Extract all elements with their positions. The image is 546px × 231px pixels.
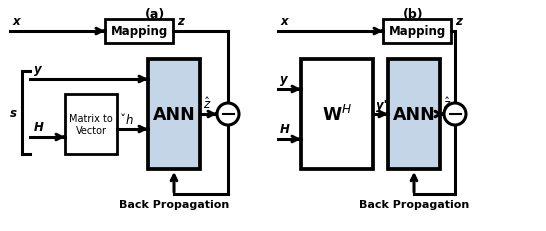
Text: $\check{h}$: $\check{h}$ (121, 112, 134, 126)
Text: Mapping: Mapping (388, 25, 446, 38)
Text: x: x (12, 15, 20, 28)
Text: $\hat{z}$: $\hat{z}$ (203, 96, 211, 112)
Text: $\hat{z}$: $\hat{z}$ (443, 96, 452, 112)
Text: ANN: ANN (153, 106, 195, 123)
Text: Back Propagation: Back Propagation (119, 199, 229, 209)
Text: y: y (280, 73, 288, 86)
Text: y: y (34, 63, 41, 76)
Bar (148, 60, 200, 169)
Text: H: H (280, 122, 290, 135)
Bar (383, 20, 451, 44)
Text: H: H (34, 121, 44, 134)
Text: y': y' (376, 99, 387, 112)
Text: Matrix to
Vector: Matrix to Vector (69, 114, 113, 135)
Text: z: z (455, 15, 462, 28)
Text: Back Propagation: Back Propagation (359, 199, 469, 209)
Bar (105, 20, 173, 44)
Text: Mapping: Mapping (110, 25, 168, 38)
Bar (301, 60, 373, 169)
Bar (65, 94, 117, 154)
Text: (b): (b) (403, 8, 423, 21)
Text: (a): (a) (145, 8, 165, 21)
Text: x: x (280, 15, 288, 28)
Text: ANN: ANN (393, 106, 435, 123)
Bar (388, 60, 440, 169)
Circle shape (217, 103, 239, 125)
Text: s: s (10, 106, 17, 119)
Circle shape (444, 103, 466, 125)
Text: z: z (177, 15, 184, 28)
Text: $\mathbf{W}^H$: $\mathbf{W}^H$ (322, 104, 352, 125)
